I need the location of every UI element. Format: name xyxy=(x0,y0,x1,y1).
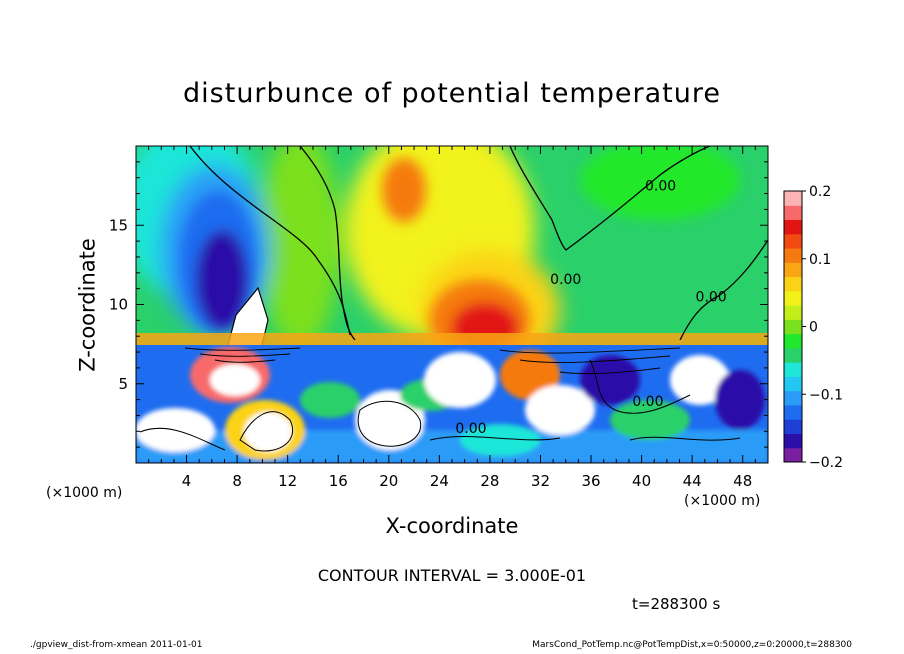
x-tick-label: 16 xyxy=(329,472,348,490)
contour-label: 0.00 xyxy=(696,289,727,305)
inversion-band xyxy=(136,333,768,345)
wave-contour-6 xyxy=(559,367,661,375)
colorbar-segment xyxy=(784,262,802,278)
x-tick-label: 48 xyxy=(733,472,752,490)
x-tick-label: 4 xyxy=(182,472,192,490)
warm-top-blob xyxy=(382,158,426,222)
colorbar-segment xyxy=(784,376,802,392)
colorbar-segment xyxy=(784,419,802,434)
footer-source: MarsCond_PotTemp.nc@PotTempDist,x=0:5000… xyxy=(532,640,852,650)
wave-contour-4 xyxy=(499,347,681,354)
wave-contour-2 xyxy=(199,353,291,357)
x-tick-label: 20 xyxy=(379,472,398,490)
neutral-region xyxy=(580,146,740,220)
wave-contour-3 xyxy=(214,359,276,363)
colorbar-segment xyxy=(784,219,802,235)
x-tick-label: 8 xyxy=(232,472,242,490)
lower-cold-edge xyxy=(715,370,765,430)
field-lower-layer xyxy=(136,345,768,463)
colorbar-tick-label: −0.1 xyxy=(809,387,843,403)
lower-contour-4 xyxy=(429,435,561,441)
x-tick-label: 40 xyxy=(632,472,651,490)
field-upper-layer xyxy=(136,146,768,345)
colorbar-segment xyxy=(784,404,802,420)
contour-label: 0.00 xyxy=(550,272,581,288)
colorbar-segment xyxy=(784,248,802,263)
x-tick-label: 44 xyxy=(683,472,702,490)
colorbar-tick-label: 0.1 xyxy=(809,252,831,268)
x-tick-label: 28 xyxy=(480,472,499,490)
zero-contour-upper-right xyxy=(509,146,711,251)
y-tick-label: 10 xyxy=(109,296,128,314)
y-axis: 5 10 15 xyxy=(109,161,768,448)
lower-green-1 xyxy=(300,382,360,418)
lower-extreme-right-2 xyxy=(670,355,730,405)
y-tick-label: 5 xyxy=(118,375,128,393)
contour-label: 0.00 xyxy=(645,178,676,194)
colorbar-segment xyxy=(784,347,802,363)
colorbar-segment xyxy=(784,433,802,449)
footer-command: ./gpview_dist-from-xmean 2011-01-01 xyxy=(30,640,203,650)
x-unit-label-left: (×1000 m) xyxy=(46,485,123,501)
lower-contour-6 xyxy=(629,436,741,441)
colorbar-tick-label: 0 xyxy=(809,320,818,336)
lower-contour-3 xyxy=(357,400,422,447)
lower-contour-1 xyxy=(139,427,226,451)
wave-contour-5 xyxy=(519,355,671,363)
x-tick-label: 24 xyxy=(430,472,449,490)
colorbar-segment xyxy=(784,233,802,249)
zero-contour-lower-right xyxy=(679,239,768,341)
x-axis: 4 8 12 16 20 24 28 32 36 40 44 48 xyxy=(148,146,756,490)
lower-extreme-blob xyxy=(244,412,292,452)
cold-extreme-patch xyxy=(228,288,268,345)
cold-extreme-contour xyxy=(227,286,269,345)
x-axis-label: X-coordinate xyxy=(385,514,519,538)
contour-labels: 0.00 0.00 0.00 0.00 0.00 xyxy=(455,178,726,437)
chart-title: disturbunce of potential temperature xyxy=(183,78,721,109)
contour-interval-label: CONTOUR INTERVAL = 3.000E-01 xyxy=(317,566,587,585)
colorbar-segment xyxy=(784,191,802,206)
lower-extreme-right-1 xyxy=(525,385,595,435)
cold-core xyxy=(196,230,248,330)
colorbar-segment xyxy=(784,319,802,335)
colorbar-segment xyxy=(784,276,802,292)
colorbar: 0.2 0.1 0 −0.1 −0.2 xyxy=(783,184,843,471)
lower-contour-2 xyxy=(239,411,293,452)
colorbar-segment xyxy=(784,447,802,463)
time-label: t=288300 s xyxy=(632,595,721,613)
wave-contour-1 xyxy=(184,347,301,351)
colorbar-segment xyxy=(784,290,802,306)
x-tick-label: 32 xyxy=(531,472,550,490)
zero-contour-middle xyxy=(299,146,356,341)
y-tick-label: 15 xyxy=(109,216,128,234)
lower-extreme-left xyxy=(210,364,260,396)
contour-label: 0.00 xyxy=(455,421,486,437)
colorbar-tick-label: 0.2 xyxy=(809,184,831,200)
x-tick-label: 36 xyxy=(581,472,600,490)
contour-label: 0.00 xyxy=(632,394,663,410)
colorbar-segment xyxy=(784,362,802,377)
colorbar-tick-label: −0.2 xyxy=(809,455,843,471)
lower-cold-right xyxy=(580,355,640,405)
lower-cyan xyxy=(460,424,540,456)
colorbar-segment xyxy=(784,390,802,406)
lower-extreme-center xyxy=(424,352,496,408)
colorbar-segment xyxy=(784,305,802,320)
colorbar-segment xyxy=(784,333,802,349)
x-unit-label-right: (×1000 m) xyxy=(684,493,761,509)
lower-contour-5 xyxy=(589,359,691,414)
x-tick-label: 12 xyxy=(278,472,297,490)
colorbar-segment xyxy=(784,205,802,221)
mid-band xyxy=(260,146,340,345)
lower-green-3 xyxy=(610,400,690,440)
